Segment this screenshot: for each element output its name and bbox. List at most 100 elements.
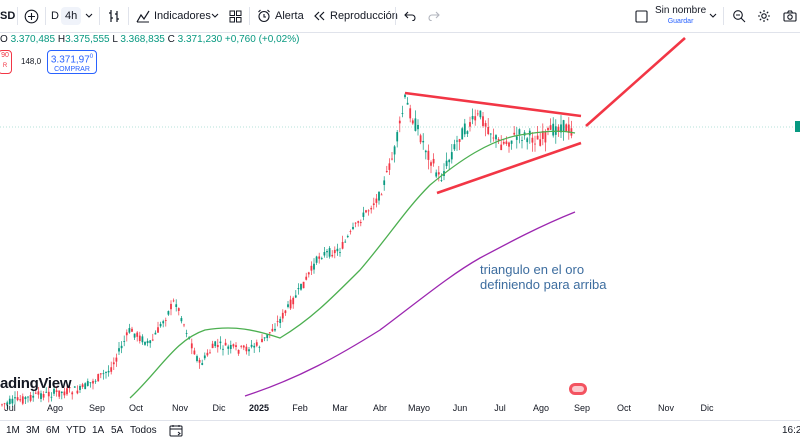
- candle-body: [250, 344, 253, 347]
- candle-body: [271, 328, 274, 332]
- price-scale-marker: [795, 121, 800, 132]
- divider: [99, 7, 100, 25]
- candle-body: [554, 126, 557, 135]
- candle-body: [71, 392, 74, 395]
- camera-icon[interactable]: [782, 0, 798, 32]
- range-1a[interactable]: 1A: [92, 425, 105, 436]
- candle-body: [164, 320, 167, 321]
- redo-icon[interactable]: [427, 0, 441, 32]
- candle-body: [476, 113, 479, 115]
- buy-button[interactable]: 3.371,970 COMPRAR: [47, 50, 97, 74]
- candle-body: [536, 135, 539, 140]
- candle-body: [248, 349, 250, 352]
- range-5a[interactable]: 5A: [111, 425, 124, 436]
- candle-body: [518, 129, 521, 135]
- candle-body: [255, 342, 258, 346]
- candle-body: [469, 122, 471, 127]
- candle-body: [99, 373, 102, 375]
- candle-body: [183, 324, 185, 326]
- range-3m[interactable]: 3M: [26, 425, 40, 436]
- candle-body: [505, 141, 508, 144]
- candle-body: [383, 180, 386, 185]
- time-axis[interactable]: Jul Ago Sep Oct Nov Dic 2025 Feb Mar Abr Mayo Jun Ju…: [0, 400, 800, 418]
- candle-body: [424, 150, 427, 153]
- candle-body: [541, 130, 544, 139]
- range-6m[interactable]: 6M: [46, 425, 60, 436]
- candle-body: [110, 367, 113, 372]
- alert-button[interactable]: Alerta: [257, 0, 304, 32]
- triangle-lower-trendline[interactable]: [436, 141, 582, 195]
- chevron-down-icon[interactable]: [708, 0, 718, 32]
- event-flag-icon[interactable]: [569, 383, 587, 395]
- candle-body: [549, 125, 552, 130]
- candle-body: [232, 344, 235, 347]
- candle-body: [203, 355, 206, 359]
- candle-body: [141, 336, 144, 343]
- candle-body: [146, 340, 149, 344]
- candle-body: [128, 328, 131, 333]
- close-value: 3.371,230: [177, 34, 223, 45]
- candle-body: [313, 263, 315, 270]
- candle-body: [385, 170, 388, 173]
- breakout-projection-line[interactable]: [585, 37, 686, 127]
- candle-body: [175, 304, 178, 307]
- candle-body: [157, 327, 159, 333]
- square-icon[interactable]: [634, 0, 648, 32]
- layout-grid-icon[interactable]: [227, 0, 243, 32]
- candle-body: [302, 281, 305, 289]
- candle-body: [289, 299, 292, 309]
- symbol-button[interactable]: SD: [0, 0, 15, 32]
- candle-body: [172, 300, 175, 302]
- candle-body: [55, 390, 58, 392]
- candle-body: [513, 132, 516, 135]
- time-tick-label: Feb: [292, 403, 308, 413]
- candle-body: [216, 344, 219, 348]
- chart-annotation[interactable]: triangulo en el oro definiendo para arri…: [480, 262, 606, 292]
- buy-price-sup: 0: [89, 54, 94, 60]
- candle-body: [102, 373, 105, 375]
- close-label: C: [167, 34, 175, 45]
- candle-body: [120, 345, 123, 349]
- sell-price: 90: [1, 52, 9, 59]
- interval-d-button[interactable]: D: [51, 0, 59, 32]
- candle-body: [263, 337, 266, 339]
- candle-body: [227, 346, 230, 349]
- candle-body: [497, 139, 500, 141]
- candle-body: [242, 345, 245, 348]
- candle-body: [107, 370, 110, 373]
- layout-name-button[interactable]: Sin nombre Guardar: [655, 0, 706, 32]
- candle-body: [461, 128, 464, 140]
- chevron-down-icon[interactable]: [210, 0, 220, 32]
- candle-body: [63, 391, 66, 396]
- alarm-clock-icon: [257, 9, 271, 23]
- range-1m[interactable]: 1M: [6, 425, 20, 436]
- range-all[interactable]: Todos: [130, 425, 157, 436]
- chevron-down-icon[interactable]: [84, 0, 94, 32]
- gear-icon[interactable]: [756, 0, 772, 32]
- candle-body: [391, 158, 393, 160]
- time-tick-label: Jun: [452, 403, 468, 413]
- candle-body: [346, 236, 349, 238]
- candle-body: [240, 345, 243, 347]
- triangle-upper-trendline[interactable]: [404, 91, 582, 118]
- candle-body: [149, 340, 152, 344]
- candle-body: [318, 256, 321, 259]
- plus-circle-icon[interactable]: [22, 0, 40, 32]
- candle-body: [84, 383, 87, 390]
- calendar-range-icon[interactable]: [169, 424, 183, 440]
- undo-icon[interactable]: [403, 0, 417, 32]
- candle-body: [565, 124, 568, 132]
- replay-button[interactable]: Reproducción: [313, 0, 398, 32]
- indicators-button[interactable]: Indicadores: [136, 0, 211, 32]
- candle-body: [68, 387, 71, 389]
- bar-style-icon[interactable]: [106, 0, 122, 32]
- candle-body: [474, 116, 477, 121]
- candle-body: [245, 346, 248, 352]
- price-chart[interactable]: [0, 32, 800, 420]
- candle-body: [53, 388, 55, 394]
- range-ytd[interactable]: YTD: [66, 425, 86, 436]
- candle-body: [219, 341, 222, 344]
- sell-button[interactable]: 90 R: [0, 50, 12, 74]
- zoom-icon[interactable]: [731, 0, 747, 32]
- interval-4h-button[interactable]: 4h: [61, 0, 82, 32]
